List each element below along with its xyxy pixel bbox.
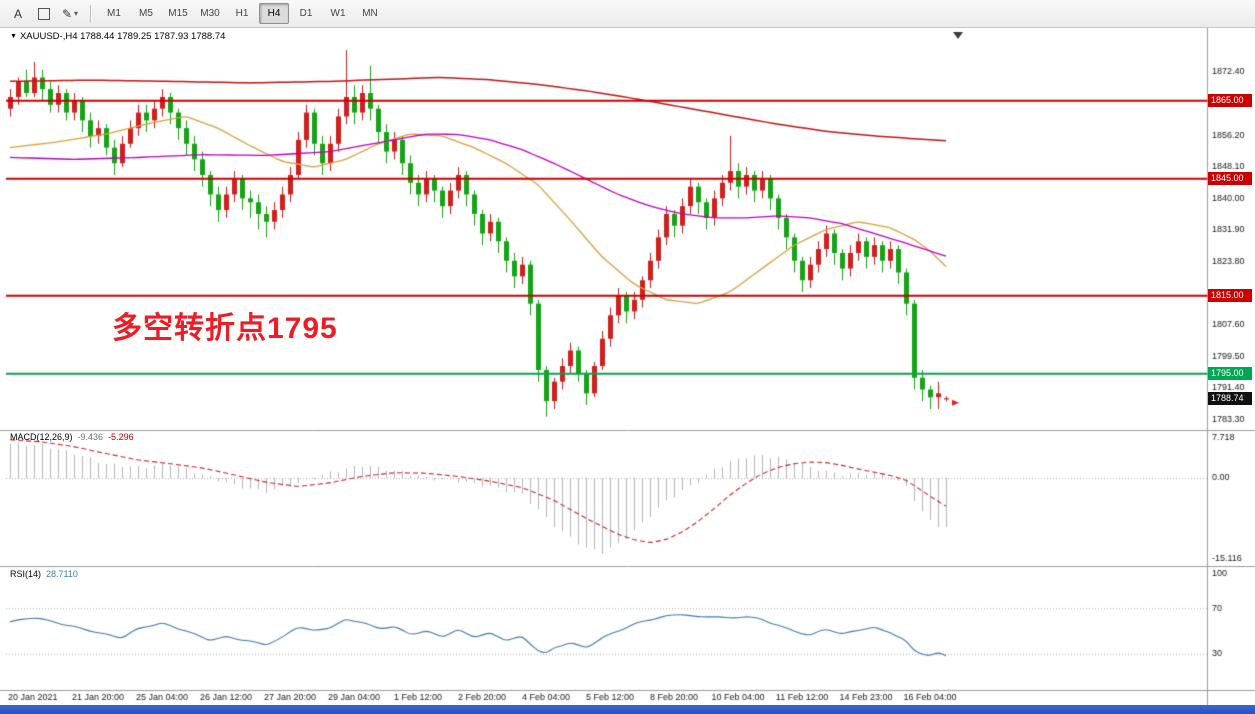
draw-tool-button[interactable]: ✎ ▾ — [58, 3, 82, 25]
timeframe-button-m30[interactable]: M30 — [200, 8, 220, 19]
toolbar-separator — [90, 4, 92, 23]
timeframe-button-m15[interactable]: M15 — [168, 8, 188, 19]
toolbar: A ✎ ▾ M1 M5 M15 M30 H1 H4 D1 W1 MN — [0, 0, 1255, 28]
chart-canvas[interactable] — [0, 28, 1255, 705]
pointer-tool-button[interactable]: A — [6, 3, 30, 25]
timeframe-button-w1[interactable]: W1 — [330, 8, 346, 19]
pencil-icon: ✎ — [61, 6, 73, 21]
macd-label: MACD(12,26,9) — [10, 432, 73, 442]
timeframe-button-h4[interactable]: H4 — [259, 3, 289, 24]
price-axis-badge-1795.00: 1795.00 — [1208, 367, 1252, 381]
annotation-text: 多空转折点1795 — [112, 312, 338, 345]
rsi-indicator-header: RSI(14) 28.7110 — [10, 569, 78, 579]
symbol-ohlc-header: ▼ XAUUSD-,H4 1788.44 1789.25 1787.93 1788… — [10, 31, 225, 42]
price-axis-badge-1815.00: 1815.00 — [1208, 289, 1252, 303]
macd-main-value: -9.436 — [77, 432, 104, 442]
price-axis-badge-1788.74: 1788.74 — [1208, 391, 1252, 405]
timeframe-button-mn[interactable]: MN — [362, 8, 378, 19]
rsi-label: RSI(14) — [10, 569, 42, 579]
symbol-dropdown-icon: ▼ — [10, 33, 17, 40]
symbol-ohlc-text: XAUUSD-,H4 1788.44 1789.25 1787.93 1788.… — [19, 31, 226, 42]
timeframe-button-h1[interactable]: H1 — [235, 8, 249, 19]
chevron-down-icon: ▾ — [74, 9, 79, 18]
timeframe-button-m5[interactable]: M5 — [139, 8, 153, 19]
taskbar-strip[interactable] — [0, 705, 1255, 714]
price-axis-badge-1845.00: 1845.00 — [1208, 172, 1252, 186]
macd-indicator-header: MACD(12,26,9) -9.436 -5.296 — [10, 432, 134, 442]
macd-signal-value: -5.296 — [108, 432, 134, 442]
rsi-value: 28.7110 — [46, 569, 78, 579]
pointer-tool-icon: A — [13, 6, 22, 21]
shape-tool-button[interactable] — [32, 3, 56, 25]
timeframe-button-m1[interactable]: M1 — [107, 8, 121, 19]
shape-tool-icon — [38, 7, 50, 20]
timeframe-group: M1 M5 M15 M30 H1 H4 D1 W1 MN — [98, 3, 386, 24]
timeframe-button-d1[interactable]: D1 — [299, 8, 313, 19]
price-axis-badge-1865.00: 1865.00 — [1208, 94, 1252, 108]
